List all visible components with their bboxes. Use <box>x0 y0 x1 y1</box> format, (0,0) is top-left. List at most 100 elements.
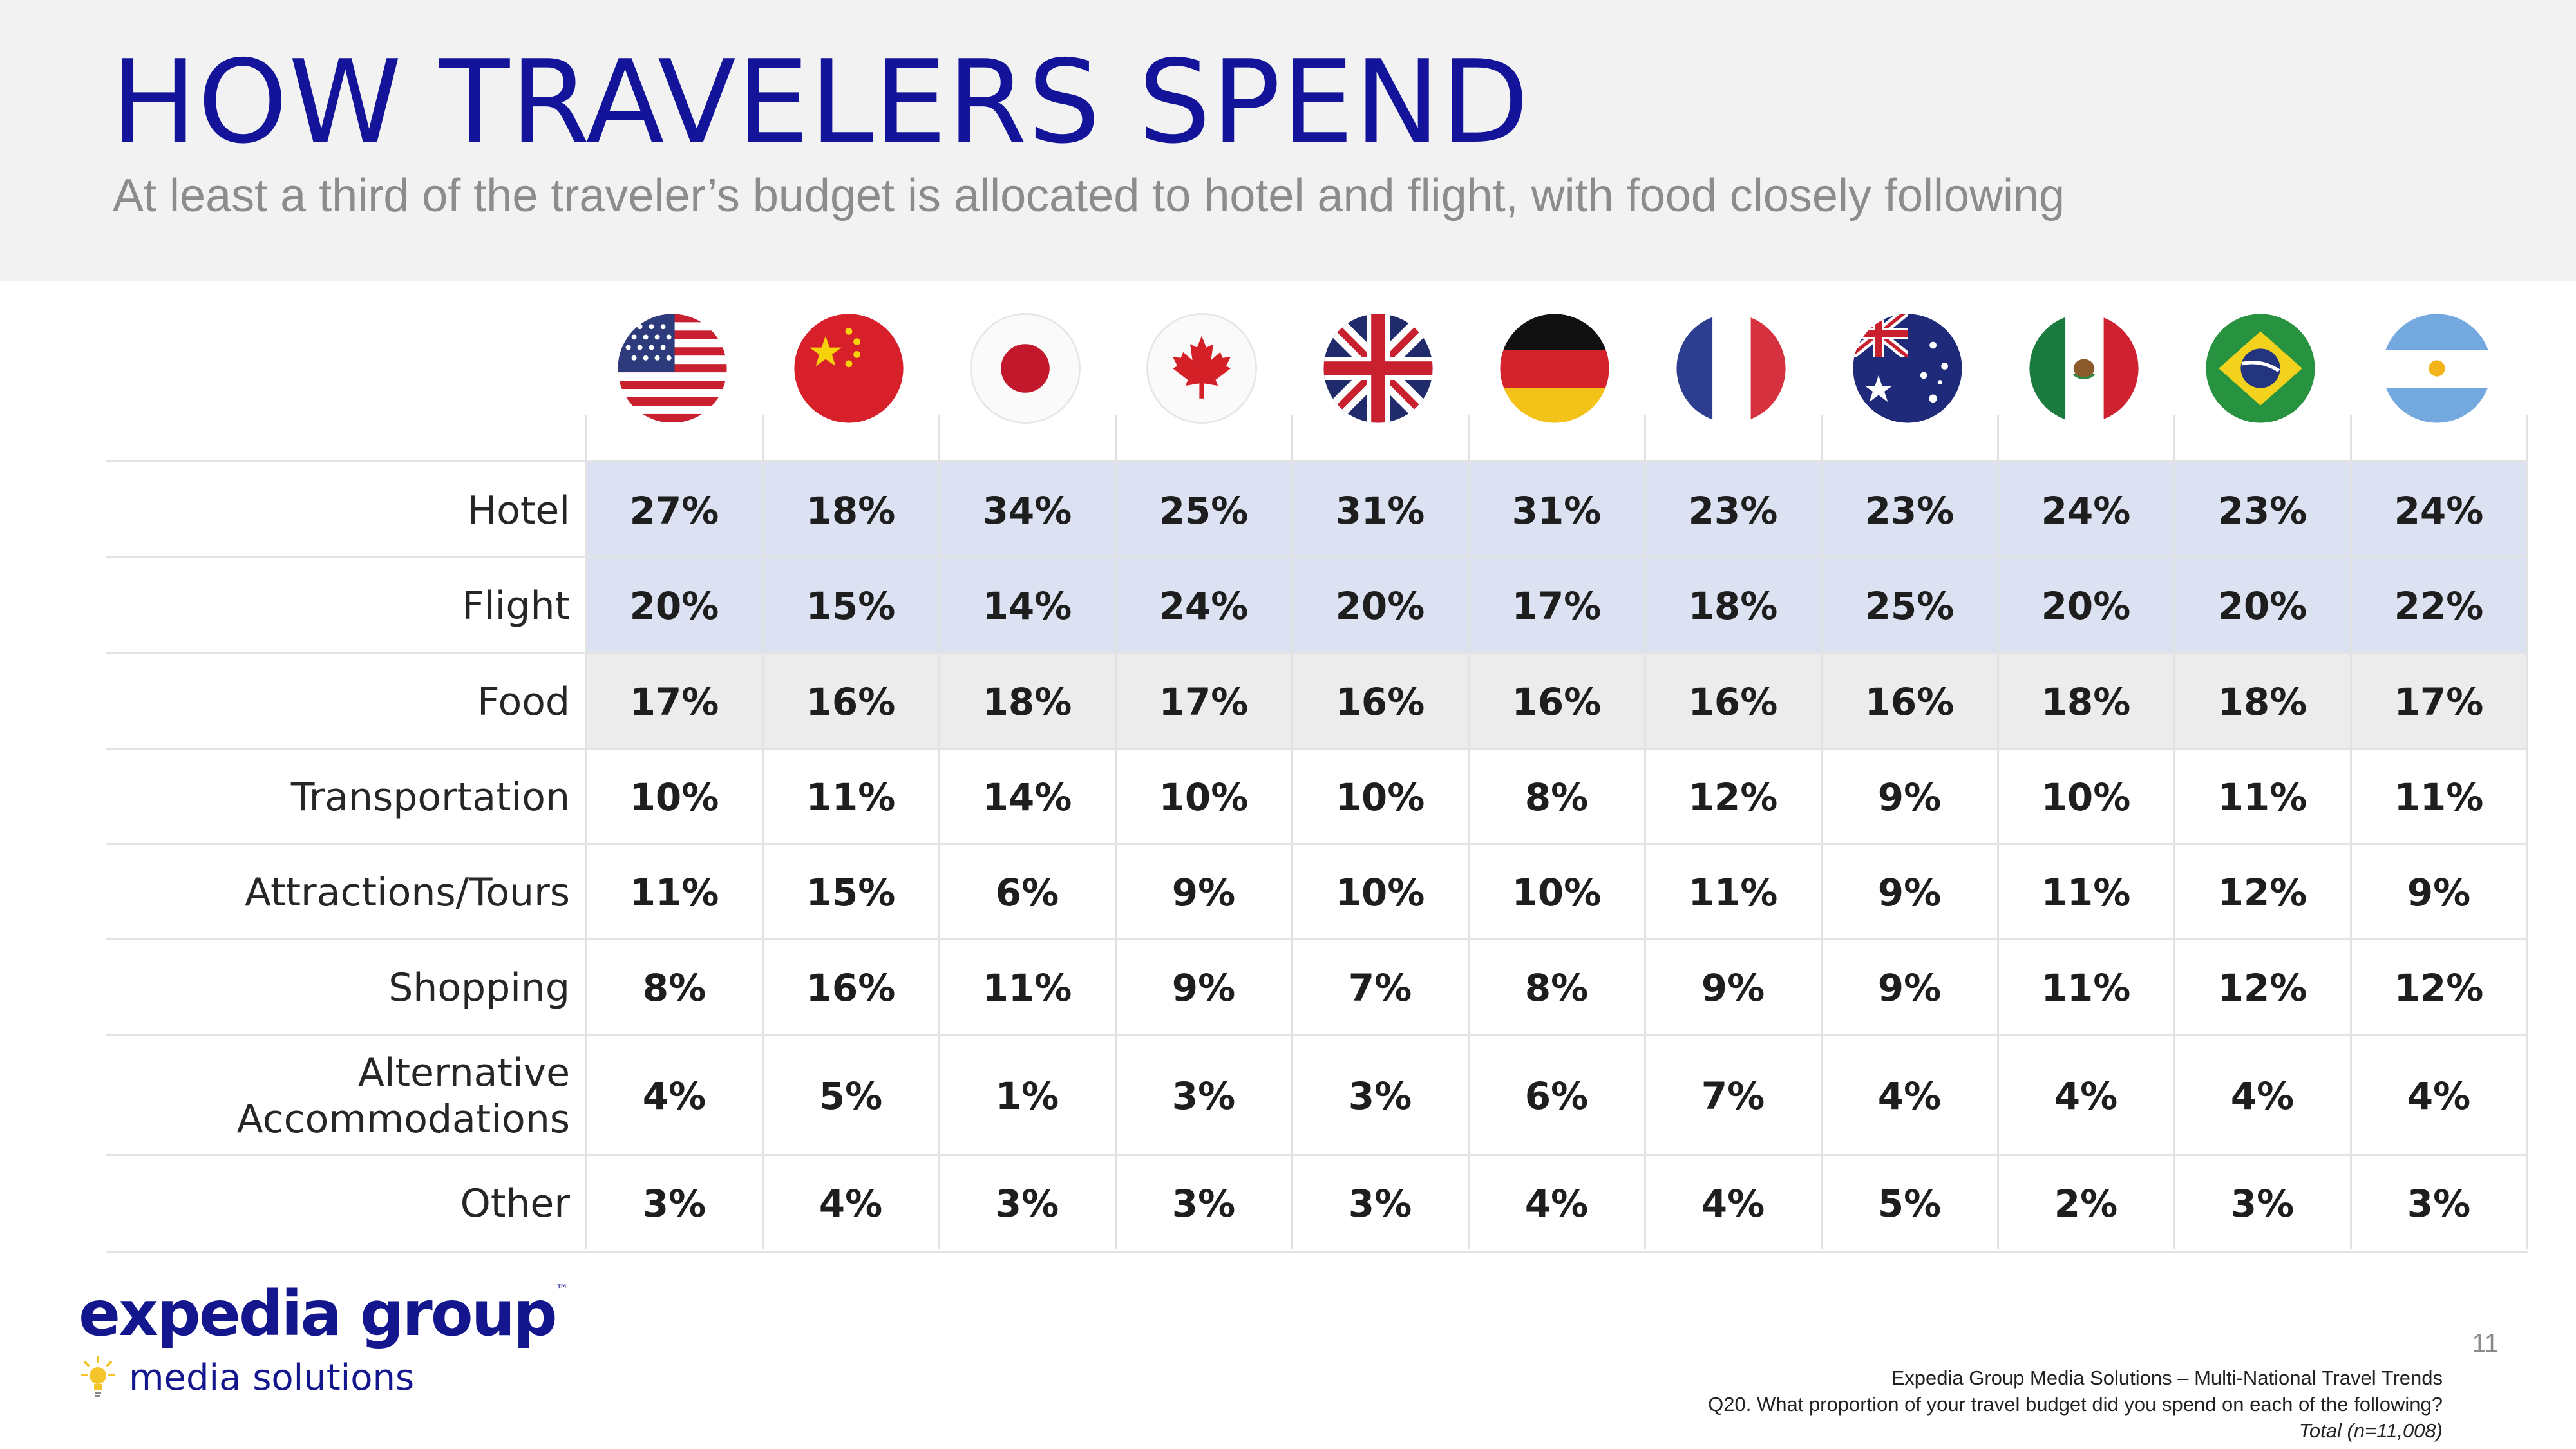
page-number: 11 <box>2472 1329 2499 1358</box>
table-cell: 10% <box>629 775 719 819</box>
table-cell: 9% <box>1171 871 1236 914</box>
footer-question: Q20. What proportion of your travel budg… <box>1708 1393 2443 1416</box>
table-cell: 20% <box>2041 584 2131 628</box>
table-row: Transportation 10% 11% 14% 10% 10% 8% 12% 9% 10% 1… <box>106 748 2528 845</box>
table-cell: 4% <box>1701 1182 1765 1226</box>
table-cell: 11% <box>2041 966 2131 1010</box>
table-cell: 4% <box>1877 1074 1942 1118</box>
table-cell: 10% <box>1335 871 1425 914</box>
table-cell: 9% <box>1877 966 1942 1010</box>
australia-flag-icon <box>1850 310 1965 426</box>
table-cell: 24% <box>1159 584 1249 628</box>
column-divider <box>1291 415 1293 1249</box>
logo-subtitle: media solutions <box>129 1357 415 1399</box>
table-cell: 12% <box>2394 966 2484 1010</box>
table-row: Attractions/Tours 11% 15% 6% 9% 10% 10% 11% 9% 11… <box>106 843 2528 940</box>
expedia-group-logo: expedia group™ <box>79 1278 569 1350</box>
table-cell: 31% <box>1511 488 1602 533</box>
table-cell: 10% <box>2041 775 2131 819</box>
page-title: HOW TRAVELERS SPEND <box>111 35 1530 169</box>
column-divider <box>1997 415 1999 1249</box>
table-cell: 3% <box>1171 1074 1236 1118</box>
table-cell: 11% <box>806 775 896 819</box>
table-cell: 5% <box>1877 1182 1942 1226</box>
table-cell: 6% <box>1524 1074 1589 1118</box>
germany-flag-icon <box>1497 310 1613 426</box>
table-cell: 23% <box>2217 488 2307 533</box>
table-cell: 4% <box>2054 1074 2118 1118</box>
table-cell: 34% <box>982 488 1072 533</box>
column-divider <box>2526 415 2528 1249</box>
row-label: Other <box>460 1181 570 1226</box>
table-cell: 16% <box>1688 679 1778 724</box>
table-cell: 8% <box>1524 775 1589 819</box>
row-label: Food <box>477 679 570 724</box>
table-cell: 1% <box>995 1074 1059 1118</box>
table-cell: 10% <box>1335 775 1425 819</box>
table-cell: 7% <box>1348 966 1412 1010</box>
row-label: Transportation <box>290 775 570 820</box>
table-cell: 3% <box>642 1182 706 1226</box>
table-cell: 3% <box>2230 1182 2295 1226</box>
table-cell: 15% <box>806 871 896 914</box>
table-cell: 25% <box>1159 488 1249 533</box>
footer-source: Expedia Group Media Solutions – Multi-Na… <box>1891 1367 2443 1389</box>
table-cell: 23% <box>1864 488 1955 533</box>
usa-flag-icon <box>614 310 730 426</box>
table-cell: 18% <box>2041 679 2131 724</box>
table-row: Other 3% 4% 3% 3% 3% 4% 4% 5% 2% 3% 3% <box>106 1154 2528 1253</box>
table-cell: 11% <box>2041 871 2131 914</box>
footer-base: Total (n=11,008) <box>2298 1419 2443 1442</box>
table-cell: 23% <box>1688 488 1778 533</box>
table-cell: 14% <box>982 775 1072 819</box>
table-cell: 9% <box>1877 871 1942 914</box>
table-cell: 4% <box>2407 1074 2471 1118</box>
table-cell: 11% <box>2394 775 2484 819</box>
table-cell: 17% <box>1511 584 1602 628</box>
china-flag-icon <box>791 310 907 426</box>
table-cell: 9% <box>1171 966 1236 1010</box>
table-cell: 4% <box>1524 1182 1589 1226</box>
canada-flag-icon <box>1144 310 1260 426</box>
mexico-flag-icon <box>2026 310 2142 426</box>
column-divider <box>1115 415 1117 1249</box>
column-divider <box>585 415 587 1249</box>
row-label: Flight <box>462 583 571 629</box>
table-cell: 18% <box>806 488 896 533</box>
table-cell: 9% <box>1877 775 1942 819</box>
table-cell: 9% <box>1701 966 1765 1010</box>
table-cell: 4% <box>642 1074 706 1118</box>
table-cell: 7% <box>1701 1074 1765 1118</box>
lightbulb-icon <box>80 1356 115 1401</box>
table-cell: 11% <box>982 966 1072 1010</box>
table-cell: 3% <box>1348 1074 1412 1118</box>
table-cell: 15% <box>806 584 896 628</box>
table-row: Alternative Accommodations 4% 5% 1% 3% 3% 6% 7%… <box>106 1034 2528 1156</box>
row-label: Attractions/Tours <box>245 870 570 915</box>
table-cell: 31% <box>1335 488 1425 533</box>
row-label: Shopping <box>388 965 570 1010</box>
row-label: Hotel <box>468 488 570 533</box>
table-cell: 16% <box>1511 679 1602 724</box>
uk-flag-icon <box>1320 310 1436 426</box>
table-cell: 11% <box>1688 871 1778 914</box>
table-cell: 24% <box>2394 488 2484 533</box>
table-cell: 17% <box>1159 679 1249 724</box>
japan-flag-icon <box>967 310 1083 426</box>
table-cell: 18% <box>982 679 1072 724</box>
brazil-flag-icon <box>2202 310 2318 426</box>
table-cell: 8% <box>642 966 706 1010</box>
table-cell: 24% <box>2041 488 2131 533</box>
table-row: Food 17% 16% 18% 17% 16% 16% 16% 16% 18% 18% 17% <box>106 652 2528 750</box>
table-cell: 3% <box>2407 1182 2471 1226</box>
table-cell: 9% <box>2407 871 2471 914</box>
table-cell: 12% <box>2217 871 2307 914</box>
table-cell: 6% <box>995 871 1059 914</box>
table-cell: 20% <box>629 584 719 628</box>
highlight-band-flight <box>586 556 2528 652</box>
argentina-flag-icon <box>2379 310 2495 426</box>
column-divider <box>2350 415 2352 1249</box>
table-cell: 25% <box>1864 584 1955 628</box>
table-cell: 17% <box>2394 679 2484 724</box>
table-cell: 16% <box>1335 679 1425 724</box>
